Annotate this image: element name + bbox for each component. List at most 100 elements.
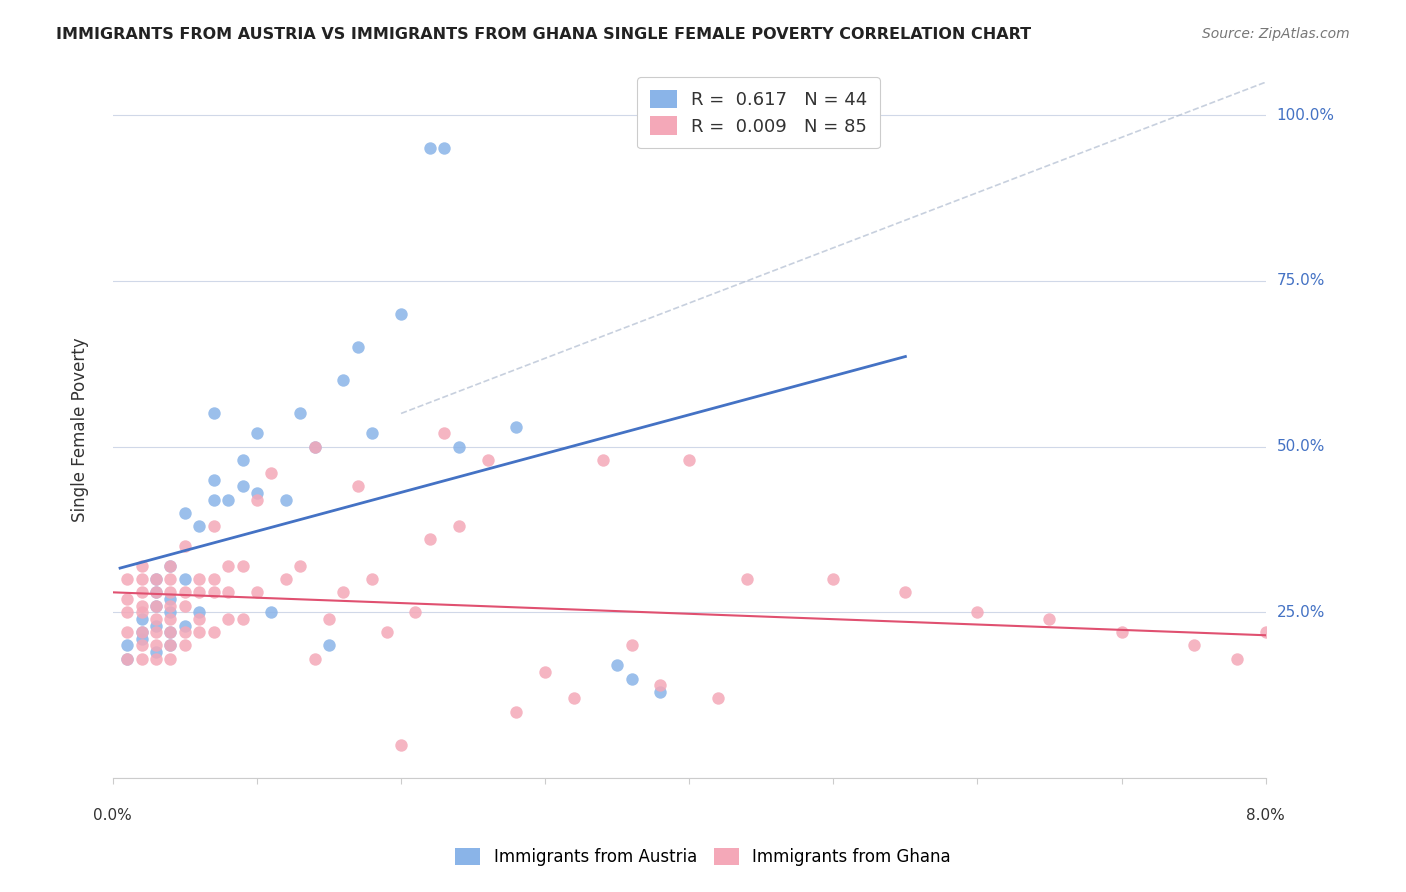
Point xyxy=(592,453,614,467)
Point xyxy=(159,592,181,607)
Point xyxy=(375,625,398,640)
Point xyxy=(505,419,527,434)
Point xyxy=(131,585,153,599)
Point xyxy=(1226,651,1249,665)
Point xyxy=(246,585,269,599)
Point xyxy=(131,651,153,665)
Point xyxy=(246,492,269,507)
Point xyxy=(159,585,181,599)
Point xyxy=(159,651,181,665)
Point xyxy=(145,639,167,653)
Point xyxy=(232,612,254,626)
Point xyxy=(894,585,917,599)
Point xyxy=(131,605,153,619)
Point xyxy=(145,645,167,659)
Point xyxy=(188,572,211,586)
Point xyxy=(159,572,181,586)
Point xyxy=(505,705,527,719)
Point xyxy=(145,612,167,626)
Point xyxy=(117,651,139,665)
Point xyxy=(131,572,153,586)
Point xyxy=(707,691,730,706)
Point xyxy=(202,473,225,487)
Point xyxy=(217,492,239,507)
Point xyxy=(174,599,197,613)
Point xyxy=(304,440,326,454)
Point xyxy=(1038,612,1060,626)
Point xyxy=(232,479,254,493)
Point xyxy=(188,612,211,626)
Point xyxy=(159,599,181,613)
Point xyxy=(389,738,412,752)
Text: IMMIGRANTS FROM AUSTRIA VS IMMIGRANTS FROM GHANA SINGLE FEMALE POVERTY CORRELATI: IMMIGRANTS FROM AUSTRIA VS IMMIGRANTS FR… xyxy=(56,27,1032,42)
Text: 75.0%: 75.0% xyxy=(1277,274,1324,288)
Point xyxy=(1369,678,1392,692)
Point xyxy=(318,639,340,653)
Point xyxy=(246,486,269,500)
Point xyxy=(433,426,456,441)
Point xyxy=(447,519,470,533)
Point xyxy=(304,651,326,665)
Point xyxy=(145,599,167,613)
Point xyxy=(159,625,181,640)
Point xyxy=(288,558,311,573)
Text: 50.0%: 50.0% xyxy=(1277,439,1324,454)
Point xyxy=(332,585,354,599)
Point xyxy=(346,479,368,493)
Point xyxy=(131,625,153,640)
Point xyxy=(274,492,297,507)
Point xyxy=(217,558,239,573)
Point xyxy=(260,466,283,480)
Point xyxy=(145,599,167,613)
Point xyxy=(174,618,197,632)
Point xyxy=(145,585,167,599)
Point xyxy=(246,426,269,441)
Point xyxy=(188,585,211,599)
Point xyxy=(404,605,426,619)
Point xyxy=(117,592,139,607)
Point xyxy=(202,572,225,586)
Point xyxy=(159,605,181,619)
Point xyxy=(332,373,354,387)
Point xyxy=(288,407,311,421)
Legend: R =  0.617   N = 44, R =  0.009   N = 85: R = 0.617 N = 44, R = 0.009 N = 85 xyxy=(637,78,880,148)
Point xyxy=(145,585,167,599)
Point xyxy=(735,572,758,586)
Point xyxy=(620,672,643,686)
Point xyxy=(419,533,441,547)
Point xyxy=(117,639,139,653)
Point xyxy=(217,612,239,626)
Point xyxy=(117,572,139,586)
Point xyxy=(202,407,225,421)
Point xyxy=(145,572,167,586)
Point xyxy=(620,639,643,653)
Point xyxy=(174,625,197,640)
Point xyxy=(117,651,139,665)
Point xyxy=(232,453,254,467)
Point xyxy=(678,453,700,467)
Point xyxy=(131,625,153,640)
Y-axis label: Single Female Poverty: Single Female Poverty xyxy=(72,338,89,523)
Point xyxy=(202,625,225,640)
Point xyxy=(188,605,211,619)
Point xyxy=(145,572,167,586)
Point xyxy=(447,440,470,454)
Point xyxy=(131,639,153,653)
Point xyxy=(131,599,153,613)
Point xyxy=(117,625,139,640)
Point xyxy=(389,307,412,321)
Point xyxy=(174,572,197,586)
Point xyxy=(346,340,368,354)
Point xyxy=(159,558,181,573)
Point xyxy=(966,605,988,619)
Point xyxy=(1326,651,1348,665)
Text: 25.0%: 25.0% xyxy=(1277,605,1324,620)
Legend: Immigrants from Austria, Immigrants from Ghana: Immigrants from Austria, Immigrants from… xyxy=(447,840,959,875)
Point xyxy=(159,639,181,653)
Point xyxy=(419,141,441,155)
Point xyxy=(1284,678,1306,692)
Point xyxy=(202,492,225,507)
Point xyxy=(145,651,167,665)
Point xyxy=(188,625,211,640)
Point xyxy=(562,691,585,706)
